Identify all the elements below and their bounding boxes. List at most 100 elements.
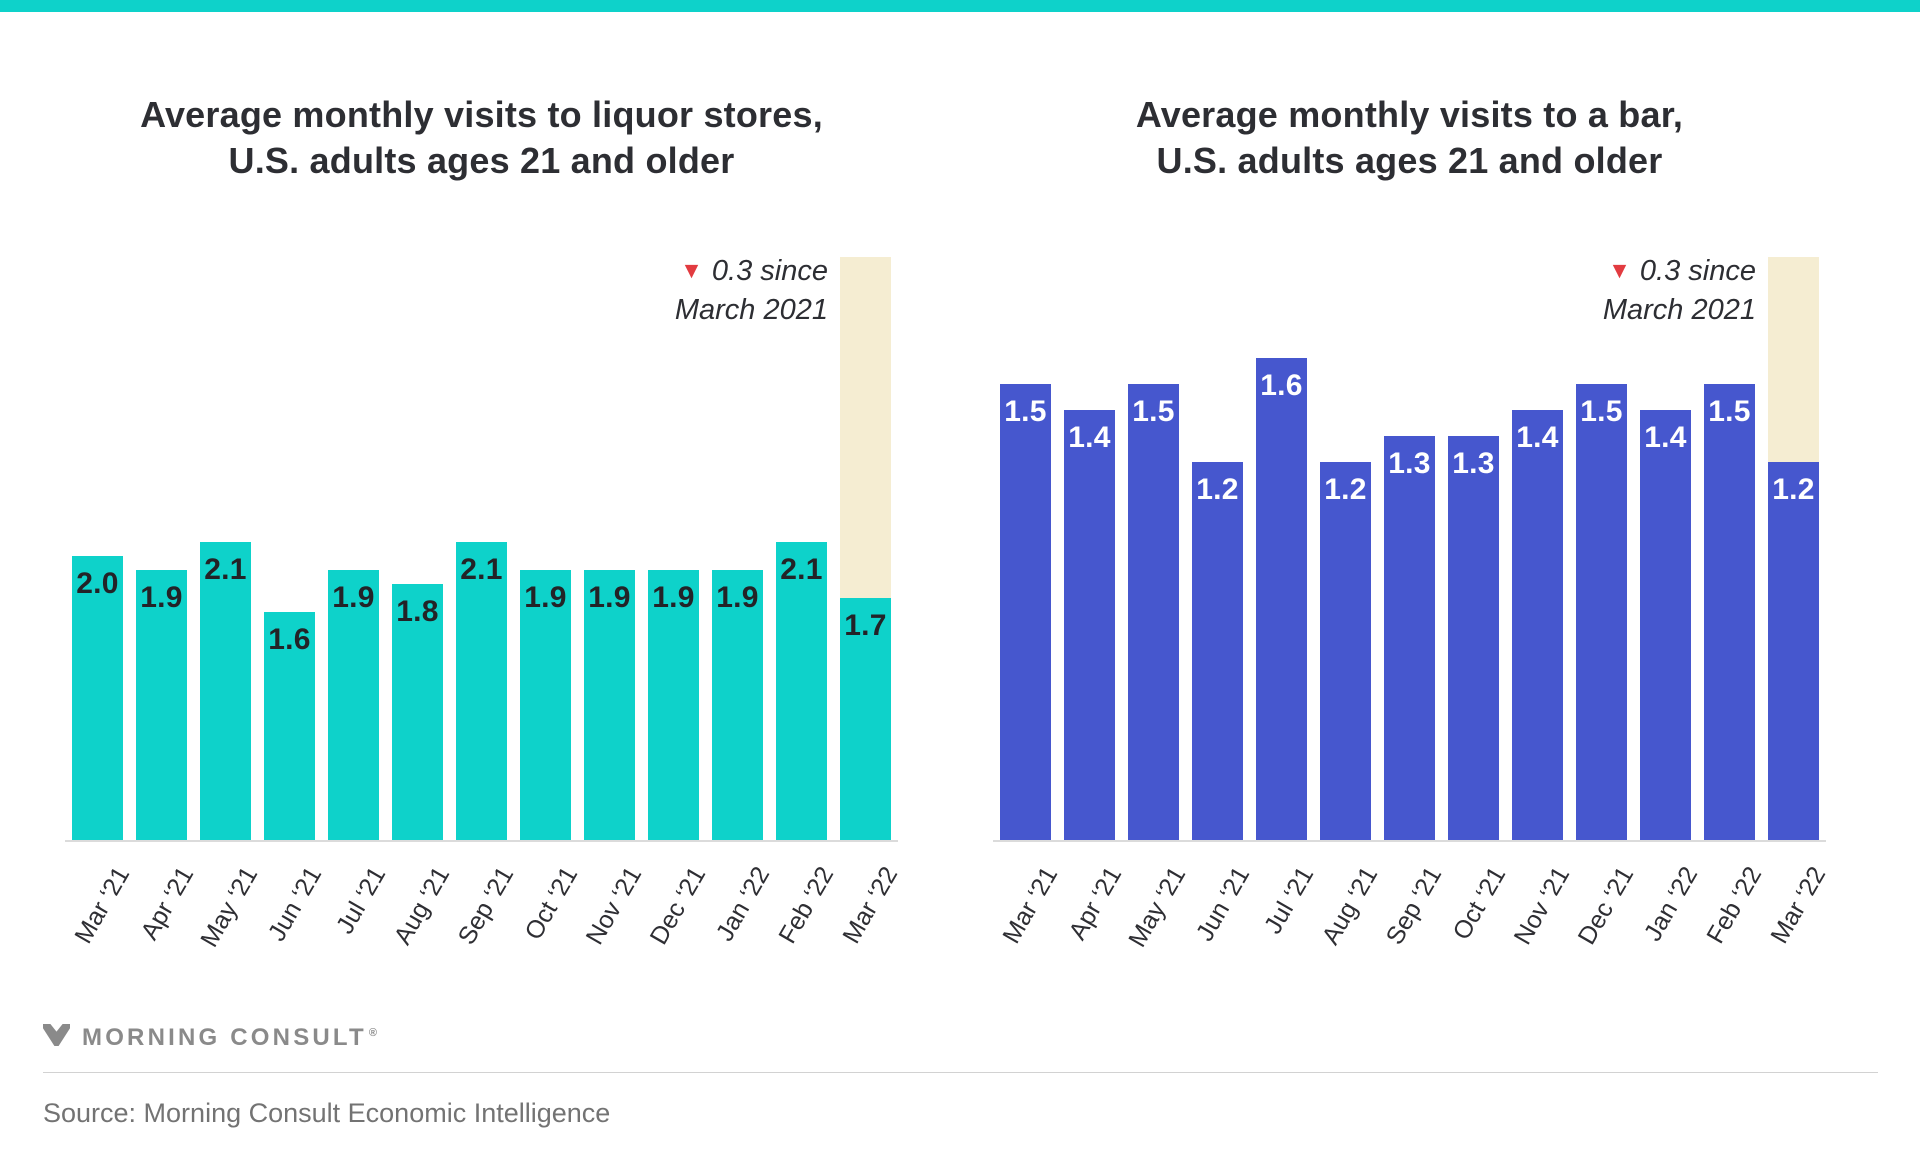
chart-title-line2: U.S. adults ages 21 and older bbox=[1156, 140, 1663, 181]
bar-slot: 1.4 bbox=[1512, 257, 1563, 841]
annotation-line2: March 2021 bbox=[1602, 294, 1756, 326]
chart-title-line1: Average monthly visits to liquor stores, bbox=[140, 94, 823, 135]
bar-value-label: 1.2 bbox=[1324, 473, 1367, 506]
morning-consult-wordmark: MORNING CONSULT ® bbox=[82, 1024, 377, 1052]
bar-slot: 1.5 bbox=[1576, 257, 1627, 841]
bar-slot: 1.3 bbox=[1384, 257, 1435, 841]
bar-value-label: 1.9 bbox=[140, 581, 183, 614]
bar: 1.6 bbox=[1256, 358, 1307, 841]
down-triangle-icon: ▼ bbox=[1608, 257, 1631, 283]
bar: 1.4 bbox=[1640, 410, 1691, 841]
bar: 1.5 bbox=[1128, 384, 1179, 841]
bar-value-label: 2.1 bbox=[460, 553, 503, 586]
bar: 1.9 bbox=[520, 570, 571, 841]
bar: 1.7 bbox=[840, 598, 891, 841]
change-annotation: ▼ 0.3 since March 2021 bbox=[1603, 252, 1756, 329]
top-accent-bar bbox=[0, 0, 1920, 12]
bar-slot: 2.1 bbox=[200, 257, 251, 841]
morning-consult-logo-icon bbox=[43, 1024, 70, 1051]
bar-value-label: 1.4 bbox=[1068, 421, 1111, 454]
bar: 1.9 bbox=[712, 570, 763, 841]
annotation-line1: ▼ 0.3 since bbox=[675, 252, 828, 291]
bar: 1.2 bbox=[1192, 462, 1243, 841]
bar: 1.5 bbox=[1576, 384, 1627, 841]
liquor-stores-chart: Average monthly visits to liquor stores,… bbox=[65, 0, 903, 1010]
bar: 2.0 bbox=[72, 556, 123, 841]
bar-value-label: 1.9 bbox=[652, 581, 695, 614]
bar-value-label: 1.5 bbox=[1132, 395, 1175, 428]
bar: 1.3 bbox=[1448, 436, 1499, 841]
bar-value-label: 1.2 bbox=[1772, 473, 1815, 506]
bar-slot: 1.9 bbox=[328, 257, 379, 841]
annotation-line1: ▼ 0.3 since bbox=[1603, 252, 1756, 291]
bar-value-label: 1.9 bbox=[588, 581, 631, 614]
x-axis-line bbox=[993, 840, 1826, 842]
chart-title: Average monthly visits to a bar, U.S. ad… bbox=[1000, 92, 1819, 184]
annotation-line2: March 2021 bbox=[674, 294, 828, 326]
source-credit: Source: Morning Consult Economic Intelli… bbox=[43, 1098, 611, 1128]
bar-value-label: 1.7 bbox=[844, 609, 887, 642]
bar: 1.5 bbox=[1704, 384, 1755, 841]
bar-slot: 1.9 bbox=[648, 257, 699, 841]
bar-slot: 1.5 bbox=[1128, 257, 1179, 841]
bar-value-label: 1.5 bbox=[1580, 395, 1623, 428]
down-triangle-icon: ▼ bbox=[680, 257, 703, 283]
bar: 1.2 bbox=[1768, 462, 1819, 841]
bar-value-label: 1.3 bbox=[1388, 447, 1431, 480]
bar: 1.3 bbox=[1384, 436, 1435, 841]
bar-slot: 1.9 bbox=[136, 257, 187, 841]
bar: 2.1 bbox=[200, 542, 251, 841]
bar-value-label: 1.6 bbox=[1260, 369, 1303, 402]
bar: 2.1 bbox=[456, 542, 507, 841]
bar-slot: 1.2 bbox=[1768, 257, 1819, 841]
bar-value-label: 1.4 bbox=[1516, 421, 1559, 454]
registered-trademark-symbol: ® bbox=[368, 1027, 377, 1039]
bar: 1.9 bbox=[584, 570, 635, 841]
bar-slot: 1.5 bbox=[1000, 257, 1051, 841]
bar-value-label: 1.5 bbox=[1708, 395, 1751, 428]
bar: 1.8 bbox=[392, 584, 443, 841]
change-annotation: ▼ 0.3 since March 2021 bbox=[675, 252, 828, 329]
bar-value-label: 1.3 bbox=[1452, 447, 1495, 480]
chart-title-line2: U.S. adults ages 21 and older bbox=[228, 140, 735, 181]
bar: 1.9 bbox=[136, 570, 187, 841]
bar-slot: 1.5 bbox=[1704, 257, 1755, 841]
bar-value-label: 1.9 bbox=[332, 581, 375, 614]
chart-title: Average monthly visits to liquor stores,… bbox=[72, 92, 891, 184]
bar-value-label: 2.1 bbox=[780, 553, 823, 586]
footer-divider bbox=[43, 1072, 1878, 1073]
bar-value-label: 1.8 bbox=[396, 595, 439, 628]
bar: 1.9 bbox=[328, 570, 379, 841]
bar: 1.9 bbox=[648, 570, 699, 841]
bar-plot-area: 1.5 1.4 1.5 1.2 1.6 1.2 1.3 1.3 1.4 1.5 1.4 1.5 1.2 bbox=[1000, 257, 1819, 841]
bar-value-label: 1.2 bbox=[1196, 473, 1239, 506]
x-axis-labels: Mar ‘21 Apr ‘21 May ‘21 Jun ‘21 Jul ‘21 Aug ‘… bbox=[997, 862, 1831, 1022]
bar-value-label: 1.4 bbox=[1644, 421, 1687, 454]
x-axis-line bbox=[65, 840, 898, 842]
bar-slot: 1.4 bbox=[1064, 257, 1115, 841]
bar-value-label: 1.9 bbox=[524, 581, 567, 614]
bar-plot-area: 2.0 1.9 2.1 1.6 1.9 1.8 2.1 1.9 1.9 1.9 1.9 2.1 1.7 bbox=[72, 257, 891, 841]
bar-value-label: 1.9 bbox=[716, 581, 759, 614]
bar-slot: 1.8 bbox=[392, 257, 443, 841]
x-axis-labels: Mar ‘21 Apr ‘21 May ‘21 Jun ‘21 Jul ‘21 Aug ‘… bbox=[69, 862, 903, 1022]
bar-visits-chart: Average monthly visits to a bar, U.S. ad… bbox=[993, 0, 1831, 1010]
bar: 1.2 bbox=[1320, 462, 1371, 841]
bar-slot: 1.6 bbox=[1256, 257, 1307, 841]
bar: 1.5 bbox=[1000, 384, 1051, 841]
bar-value-label: 1.6 bbox=[268, 623, 311, 656]
bar: 1.6 bbox=[264, 612, 315, 841]
bar-slot: 2.1 bbox=[776, 257, 827, 841]
bar-value-label: 1.5 bbox=[1004, 395, 1047, 428]
annotation-change-text: 0.3 since bbox=[1639, 255, 1756, 287]
bar-slot: 1.9 bbox=[520, 257, 571, 841]
bar-slot: 1.3 bbox=[1448, 257, 1499, 841]
bar-slot: 1.2 bbox=[1320, 257, 1371, 841]
bar-slot: 2.0 bbox=[72, 257, 123, 841]
bar-slot: 1.4 bbox=[1640, 257, 1691, 841]
chart-title-line1: Average monthly visits to a bar, bbox=[1135, 94, 1684, 135]
bar: 1.4 bbox=[1512, 410, 1563, 841]
bar-slot: 1.6 bbox=[264, 257, 315, 841]
bar-slot: 1.9 bbox=[712, 257, 763, 841]
